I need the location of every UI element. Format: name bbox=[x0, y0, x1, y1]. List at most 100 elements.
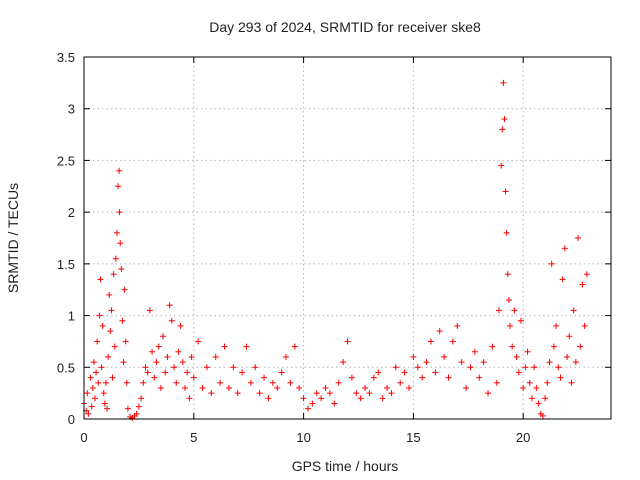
data-point bbox=[168, 317, 175, 324]
data-point bbox=[564, 353, 571, 360]
data-point bbox=[89, 384, 96, 391]
data-point bbox=[116, 209, 123, 216]
data-point bbox=[509, 343, 516, 350]
x-tick-label: 20 bbox=[516, 430, 530, 445]
data-point bbox=[184, 369, 191, 376]
data-point bbox=[559, 276, 566, 283]
data-point bbox=[548, 260, 555, 267]
data-point bbox=[357, 395, 364, 402]
data-point bbox=[208, 390, 215, 397]
data-point bbox=[318, 395, 325, 402]
data-point bbox=[366, 390, 373, 397]
data-point bbox=[485, 390, 492, 397]
data-point bbox=[144, 369, 151, 376]
data-point bbox=[291, 343, 298, 350]
data-point bbox=[97, 276, 104, 283]
y-tick-labels: 0 0.5 1 1.5 2 2.5 3 3.5 bbox=[57, 50, 75, 427]
data-point bbox=[379, 395, 386, 402]
data-point bbox=[535, 400, 542, 407]
data-point bbox=[304, 405, 311, 412]
data-point bbox=[112, 255, 119, 262]
data-point bbox=[101, 400, 108, 407]
data-point bbox=[542, 395, 549, 402]
data-point bbox=[138, 395, 145, 402]
data-point bbox=[375, 369, 382, 376]
data-point bbox=[505, 297, 512, 304]
data-point bbox=[296, 384, 303, 391]
data-point bbox=[511, 307, 518, 314]
data-point bbox=[503, 229, 510, 236]
data-point bbox=[335, 379, 342, 386]
data-point bbox=[100, 390, 107, 397]
data-point bbox=[122, 338, 129, 345]
data-point bbox=[392, 364, 399, 371]
data-point bbox=[179, 359, 186, 366]
data-point bbox=[489, 343, 496, 350]
data-point bbox=[166, 302, 173, 309]
data-point bbox=[153, 359, 160, 366]
data-point bbox=[91, 395, 98, 402]
data-point bbox=[467, 364, 474, 371]
y-tick-label: 3 bbox=[68, 102, 75, 117]
data-point bbox=[557, 374, 564, 381]
data-point bbox=[212, 353, 219, 360]
data-point bbox=[454, 322, 461, 329]
data-point bbox=[175, 348, 182, 355]
data-point bbox=[256, 390, 263, 397]
data-point bbox=[190, 374, 197, 381]
data-point bbox=[410, 353, 417, 360]
data-point bbox=[388, 390, 395, 397]
data-point bbox=[90, 359, 97, 366]
data-point bbox=[414, 364, 421, 371]
y-tick-label: 0.5 bbox=[57, 360, 75, 375]
data-point bbox=[108, 307, 115, 314]
data-point bbox=[353, 390, 360, 397]
x-tick-labels: 0 5 10 15 20 bbox=[80, 430, 530, 445]
data-point bbox=[117, 240, 124, 247]
data-point bbox=[458, 359, 465, 366]
data-point bbox=[344, 338, 351, 345]
data-point bbox=[432, 369, 439, 376]
data-point bbox=[113, 229, 120, 236]
data-point bbox=[524, 348, 531, 355]
data-point bbox=[106, 291, 113, 298]
data-point bbox=[405, 384, 412, 391]
data-point bbox=[463, 384, 470, 391]
data-point bbox=[199, 384, 206, 391]
data-point bbox=[533, 384, 540, 391]
data-point bbox=[140, 379, 147, 386]
data-point bbox=[513, 353, 520, 360]
data-point bbox=[142, 364, 149, 371]
y-axis-label: SRMTID / TECUs bbox=[5, 183, 21, 293]
data-point bbox=[155, 343, 162, 350]
data-point bbox=[362, 384, 369, 391]
data-point bbox=[496, 307, 503, 314]
data-point bbox=[427, 338, 434, 345]
data-point bbox=[515, 369, 522, 376]
x-tick-label: 5 bbox=[190, 430, 197, 445]
data-point bbox=[401, 369, 408, 376]
data-point bbox=[577, 343, 584, 350]
data-point bbox=[87, 374, 94, 381]
data-point bbox=[252, 364, 259, 371]
data-point bbox=[217, 379, 224, 386]
data-point bbox=[177, 322, 184, 329]
data-point bbox=[502, 188, 509, 195]
data-point bbox=[195, 338, 202, 345]
data-point bbox=[121, 286, 128, 293]
data-point bbox=[287, 379, 294, 386]
data-point bbox=[225, 384, 232, 391]
data-point bbox=[546, 359, 553, 366]
data-point bbox=[120, 359, 127, 366]
data-point bbox=[123, 379, 130, 386]
data-point bbox=[160, 333, 167, 340]
data-point bbox=[471, 348, 478, 355]
data-point bbox=[171, 364, 178, 371]
y-tick-label: 2 bbox=[68, 205, 75, 220]
data-point bbox=[384, 384, 391, 391]
data-point bbox=[278, 369, 285, 376]
data-point bbox=[102, 379, 109, 386]
data-point bbox=[340, 359, 347, 366]
y-tick-label: 2.5 bbox=[57, 153, 75, 168]
